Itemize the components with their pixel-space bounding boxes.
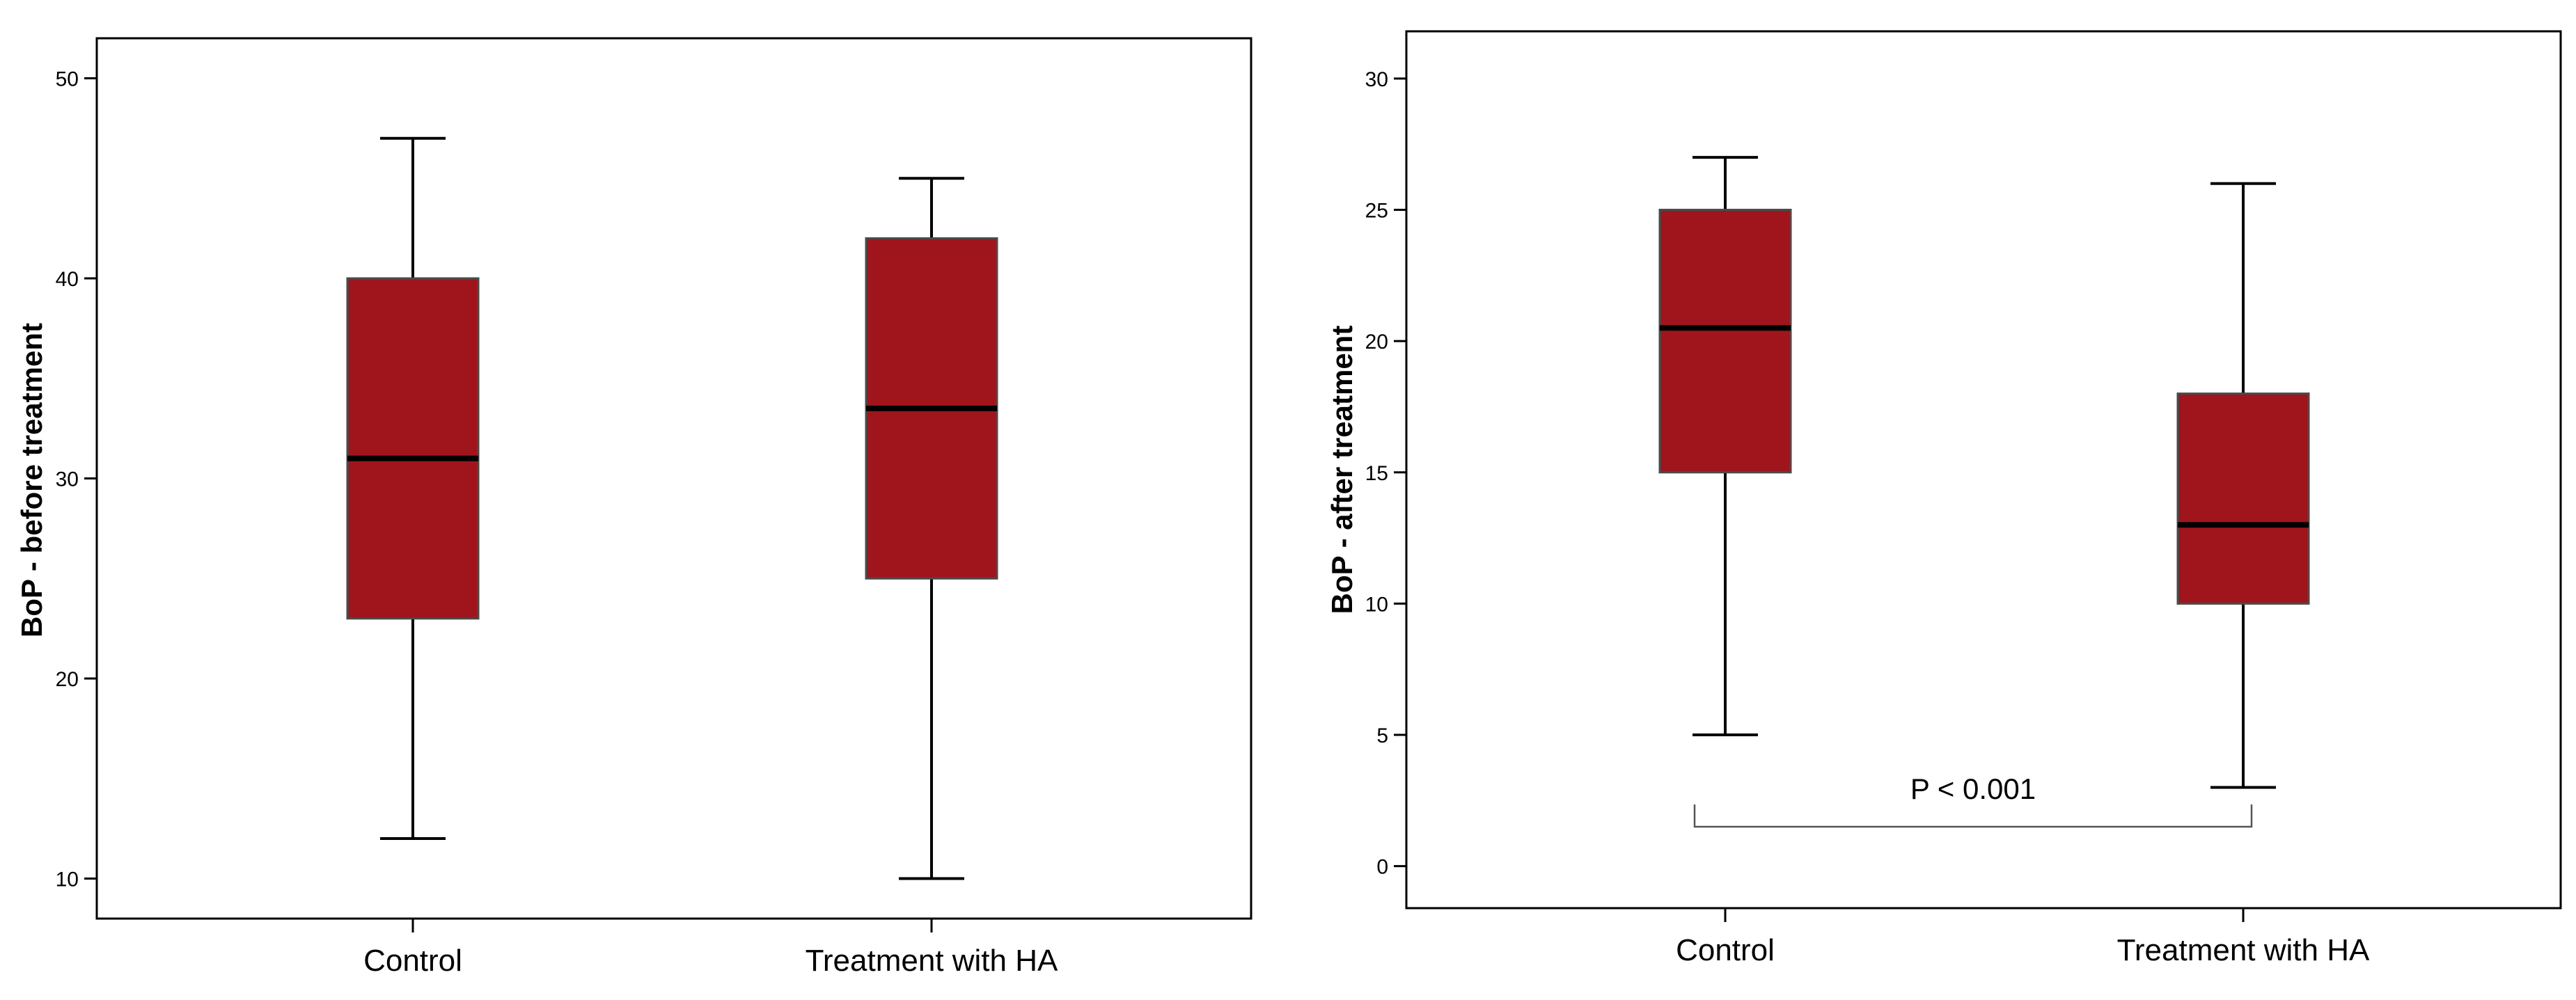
plot-frame bbox=[95, 37, 1252, 920]
x-category-label: Treatment with HA bbox=[806, 944, 1058, 978]
boxes bbox=[1658, 156, 2310, 789]
y-tick-label: 10 bbox=[56, 868, 79, 891]
y-tick-label: 15 bbox=[1365, 462, 1388, 485]
box-treatment-ha bbox=[2176, 182, 2310, 789]
y-tick-label: 20 bbox=[56, 668, 79, 691]
y-tick-label: 10 bbox=[1365, 593, 1388, 616]
iqr-box bbox=[346, 277, 480, 620]
y-axis-title: BoP - after treatment bbox=[1326, 326, 1358, 614]
x-category-label: Treatment with HA bbox=[2117, 933, 2370, 967]
category-labels: Control Treatment with HA bbox=[1676, 908, 2370, 967]
y-tick-label: 30 bbox=[1365, 68, 1388, 91]
y-tick-label: 50 bbox=[56, 68, 79, 91]
x-category-label: Control bbox=[363, 944, 462, 978]
y-tick-label: 30 bbox=[56, 468, 79, 491]
y-tick-label: 20 bbox=[1365, 331, 1388, 354]
y-axis-ticks: 0 5 10 15 20 25 30 bbox=[1365, 68, 1406, 879]
y-tick-label: 0 bbox=[1376, 856, 1388, 879]
box-control bbox=[1658, 156, 1792, 737]
iqr-box bbox=[2176, 392, 2310, 605]
boxes bbox=[346, 136, 998, 880]
x-category-label: Control bbox=[1676, 933, 1775, 967]
p-value-label: P < 0.001 bbox=[1910, 772, 2036, 805]
y-axis-ticks: 10 20 30 40 50 bbox=[56, 68, 97, 891]
iqr-box bbox=[1658, 209, 1792, 474]
chart-after-treatment: BoP - after treatment 0 5 10 15 20 25 30 Contr… bbox=[1326, 30, 2562, 967]
box-control bbox=[346, 136, 480, 840]
significance-bracket bbox=[1693, 804, 2253, 828]
category-labels: Control Treatment with HA bbox=[363, 919, 1058, 978]
y-axis-title: BoP - before treatment bbox=[15, 323, 48, 637]
plot-frame bbox=[1405, 30, 2562, 910]
y-tick-label: 40 bbox=[56, 268, 79, 291]
y-tick-label: 5 bbox=[1376, 724, 1388, 747]
chart-before-treatment: BoP - before treatment 10 20 30 40 50 Contro… bbox=[15, 37, 1252, 978]
y-tick-label: 25 bbox=[1365, 200, 1388, 223]
significance-annotation: P < 0.001 bbox=[1693, 772, 2253, 828]
box-treatment-ha bbox=[865, 177, 998, 880]
